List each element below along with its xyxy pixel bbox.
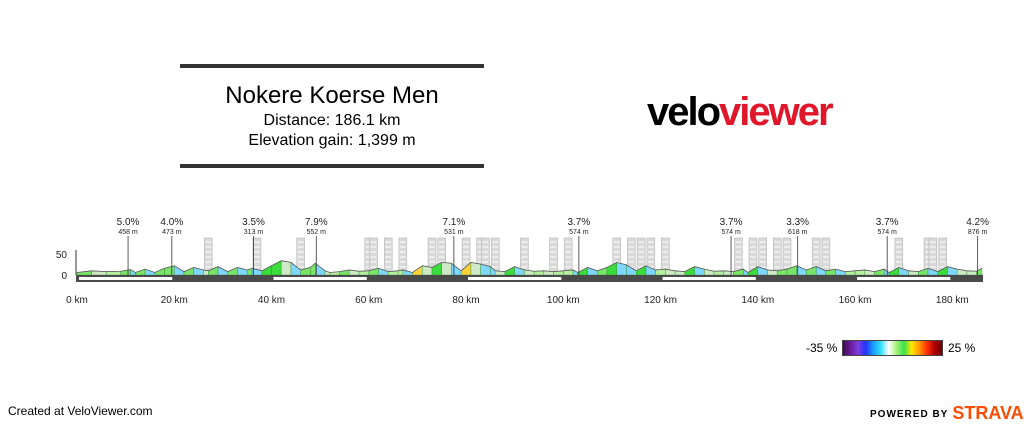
gradient-legend-min: -35 %	[806, 341, 838, 355]
climb-length-label-4: 531 m	[444, 229, 464, 236]
x-tick-label-1: 20 km	[161, 295, 188, 306]
profile-segment-90	[918, 267, 929, 276]
logo-part-velo: velo	[647, 90, 721, 134]
climb-length-label-6: 574 m	[721, 229, 741, 236]
axis-dash-0	[79, 277, 173, 280]
profile-segment-25	[315, 262, 326, 276]
climb-length-label-2: 313 m	[244, 229, 264, 236]
y-tick-label-0: 0	[61, 271, 67, 282]
distance-text: Distance: 186.1 km	[263, 112, 401, 129]
axis-layer: 0 50 0 km 20 km 40 km 60 km 80 km 100 km 120 km 1…	[56, 250, 983, 306]
climb-length-label-8: 574 m	[877, 229, 897, 236]
powered-by-label: POWERED BY	[870, 409, 949, 420]
elevation-gain-text: Elevation gain: 1,399 m	[248, 132, 416, 149]
x-tick-label-8: 160 km	[839, 295, 872, 306]
veloviewer-logo[interactable]: veloviewer	[647, 90, 834, 134]
x-tick-label-5: 100 km	[547, 295, 580, 306]
x-tick-label-0: 0 km	[66, 295, 88, 306]
climb-length-label-3: 552 m	[307, 229, 327, 236]
race-title: Nokere Koerse Men	[225, 82, 439, 109]
title-top-rule	[180, 64, 484, 68]
climb-gradient-label-9: 4.2%	[966, 217, 989, 228]
y-tick-label-1: 50	[56, 250, 68, 261]
powered-by-strava[interactable]: POWERED BY STRAVA	[870, 403, 1024, 424]
created-at-text[interactable]: Created at VeloViewer.com	[8, 404, 153, 418]
strava-brand: STRAVA	[952, 403, 1024, 423]
climb-gradient-label-7: 3.3%	[786, 217, 809, 228]
profile-segment-77	[796, 265, 807, 276]
gradient-color-scale	[842, 340, 943, 356]
profile-segment-39	[441, 262, 452, 276]
climb-gradient-label-5: 3.7%	[567, 217, 590, 228]
title-bottom-rule	[180, 164, 484, 168]
climb-length-label-5: 574 m	[569, 229, 589, 236]
elevation-profile-chart: 5.0%458 m 4.0%473 m 3.5%313 m 7.9%552 m 7.1%…	[56, 217, 989, 306]
profile-segment-40	[451, 262, 462, 276]
climb-length-label-7: 618 m	[788, 229, 808, 236]
profile-segment-88	[898, 267, 909, 276]
gradient-legend-max: 25 %	[948, 341, 976, 355]
x-tick-label-2: 40 km	[258, 295, 285, 306]
x-tick-label-3: 60 km	[355, 295, 382, 306]
climb-gradient-label-4: 7.1%	[442, 217, 465, 228]
climb-length-label-1: 473 m	[162, 229, 182, 236]
axis-dash-4	[468, 277, 562, 280]
x-tick-label-4: 80 km	[452, 295, 479, 306]
x-tick-label-6: 120 km	[644, 295, 677, 306]
climb-gradient-label-3: 7.9%	[305, 217, 328, 228]
climb-labels-layer: 5.0%458 m 4.0%473 m 3.5%313 m 7.9%552 m 7.1%…	[117, 217, 989, 275]
axis-dash-6	[662, 277, 756, 280]
logo-part-viewer: viewer	[719, 90, 834, 134]
cobbled-sectors-layer	[204, 237, 947, 276]
x-tick-label-9: 180 km	[936, 295, 969, 306]
climb-gradient-label-0: 5.0%	[117, 217, 140, 228]
axis-dash-8	[857, 277, 951, 280]
climb-gradient-label-8: 3.7%	[876, 217, 899, 228]
climb-gradient-label-2: 3.5%	[242, 217, 265, 228]
axis-dash-2	[273, 277, 367, 280]
profile-layer	[76, 260, 983, 276]
x-tick-label-7: 140 km	[741, 295, 774, 306]
climb-length-label-0: 458 m	[118, 229, 138, 236]
profile-outline	[76, 260, 983, 273]
climb-length-label-9: 876 m	[968, 229, 988, 236]
profile-segment-57	[606, 262, 617, 276]
profile-segment-42	[470, 262, 481, 276]
profile-segment-55	[587, 267, 598, 276]
title-block: Nokere Koerse Men Distance: 186.1 km Ele…	[180, 64, 484, 170]
climb-gradient-label-6: 3.7%	[720, 217, 743, 228]
profile-segment-21	[281, 260, 292, 276]
climb-gradient-label-1: 4.0%	[160, 217, 183, 228]
profile-segment-56	[597, 267, 608, 276]
